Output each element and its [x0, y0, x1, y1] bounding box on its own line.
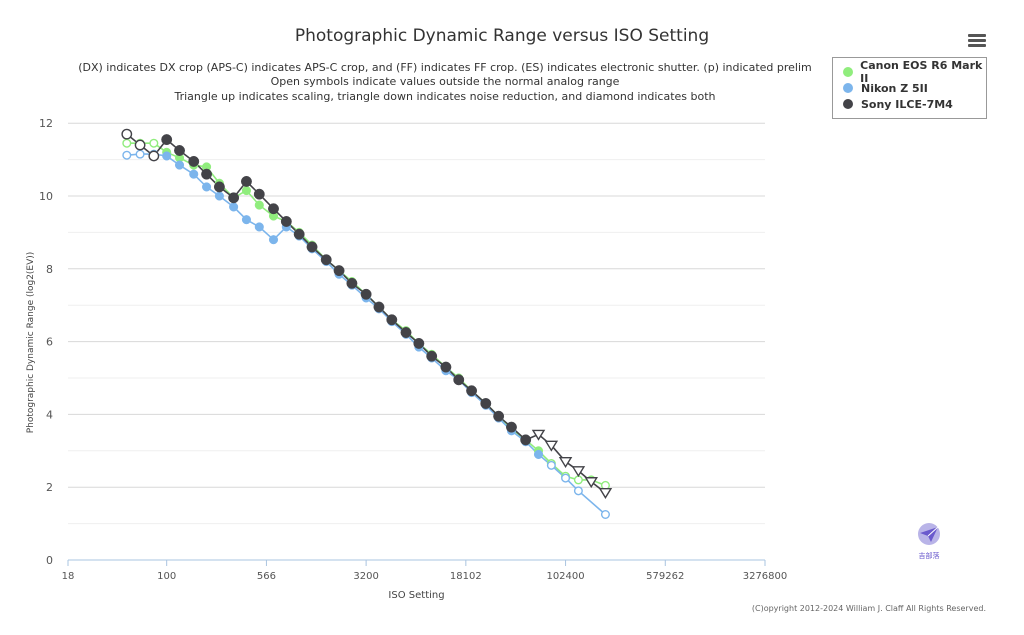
paper-plane-logo-icon [918, 523, 940, 545]
data-point-open [122, 150, 132, 160]
data-point [254, 200, 264, 210]
data-point-open [122, 138, 132, 148]
data-point [162, 151, 172, 161]
legend-item-sony[interactable]: Sony ILCE-7M4 [841, 96, 953, 112]
x-tick-label: 3200 [353, 571, 378, 582]
chart-title: Photographic Dynamic Range versus ISO Se… [294, 26, 710, 46]
data-point [280, 216, 292, 227]
data-point [174, 160, 185, 170]
series-line-1 [126, 153, 606, 516]
data-point-open [573, 475, 583, 485]
x-tick-label: 3276800 [743, 571, 788, 582]
legend-item-canon[interactable]: Canon EOS R6 Mark II [841, 59, 986, 85]
data-point [520, 434, 532, 446]
data-point [480, 398, 492, 409]
y-tick-label: 4 [46, 408, 53, 421]
data-point [533, 449, 544, 459]
y-axis-title: Photographic Dynamic Range (log2(EV)) [26, 252, 36, 434]
data-point-open [600, 510, 610, 520]
data-point [373, 301, 385, 313]
data-point-triangle-down [531, 429, 546, 441]
watermark-text: 吉部落 [918, 552, 940, 560]
data-point [333, 265, 345, 277]
y-tick-label: 8 [46, 263, 53, 276]
data-point [293, 228, 305, 240]
series-line-0 [126, 142, 606, 487]
data-point-open [121, 128, 133, 140]
data-point-open [561, 473, 571, 483]
data-point [453, 374, 465, 386]
data-point [228, 192, 240, 204]
data-point [346, 277, 358, 289]
hamburger-menu-icon[interactable] [968, 34, 986, 48]
data-point [188, 155, 200, 167]
watermark-logo: 吉部落 [912, 522, 946, 561]
x-tick-label: 566 [257, 571, 276, 582]
data-point [440, 361, 452, 373]
data-point [386, 314, 398, 326]
y-tick-label: 10 [39, 190, 53, 203]
data-point [320, 254, 332, 266]
data-point [189, 169, 199, 179]
data-point-open [148, 150, 160, 162]
legend-label: Sony ILCE-7M4 [861, 97, 953, 111]
data-point-triangle-down [558, 457, 573, 469]
chart-subtitle-line-3: Triangle up indicates scaling, triangle … [174, 90, 716, 103]
data-point [161, 134, 173, 146]
data-point [174, 145, 185, 156]
y-tick-label: 0 [46, 554, 53, 567]
legend-marker-icon [841, 83, 855, 93]
x-tick-label: 579262 [646, 571, 684, 582]
legend-marker-icon [841, 99, 855, 109]
data-point-triangle-down [571, 466, 586, 478]
data-point [201, 168, 213, 180]
data-point [426, 350, 438, 362]
data-point [214, 191, 224, 201]
data-point [241, 215, 252, 225]
data-point-triangle-down [544, 440, 559, 452]
x-tick-label: 18102 [450, 571, 482, 582]
data-point-open [546, 460, 556, 470]
data-point [202, 182, 212, 192]
data-point [229, 202, 239, 212]
data-point [306, 241, 318, 253]
data-point-triangle-down [584, 477, 598, 489]
data-point [268, 235, 279, 245]
y-tick-label: 12 [39, 117, 53, 130]
data-point [253, 188, 265, 200]
data-point [493, 410, 505, 422]
legend-item-nikon[interactable]: Nikon Z 5II [841, 80, 928, 96]
data-point [241, 175, 252, 187]
data-point [213, 181, 225, 193]
data-point [360, 288, 372, 300]
copyright-credit: (C)opyright 2012-2024 William J. Claff A… [751, 604, 986, 613]
data-point [506, 421, 517, 433]
data-point-triangle-down [598, 487, 613, 500]
x-axis-title: ISO Setting [388, 590, 444, 601]
y-tick-label: 2 [46, 481, 53, 494]
x-tick-label: 100 [157, 571, 176, 582]
y-tick-label: 6 [46, 336, 53, 349]
data-point-open [135, 149, 145, 159]
x-tick-label: 18 [62, 571, 75, 582]
data-point [254, 222, 264, 232]
chart-subtitle-line-2: Open symbols indicate values outside the… [270, 75, 620, 88]
chart-subtitle-line-1: (DX) indicates DX crop (APS-C) indicates… [78, 61, 812, 74]
data-point [400, 327, 412, 338]
legend-label: Nikon Z 5II [861, 81, 928, 95]
data-point [466, 385, 478, 397]
legend-label: Canon EOS R6 Mark II [860, 59, 983, 85]
chart-legend: Canon EOS R6 Mark II Nikon Z 5II Sony IL… [832, 57, 987, 119]
data-point [241, 185, 252, 196]
data-point-open [134, 139, 146, 151]
data-point-open [573, 486, 583, 496]
legend-marker-icon [841, 67, 854, 77]
x-tick-label: 102400 [546, 571, 584, 582]
series-line-2 [126, 133, 606, 494]
data-point-open [149, 138, 159, 148]
data-point [268, 203, 279, 215]
data-point [413, 337, 425, 349]
